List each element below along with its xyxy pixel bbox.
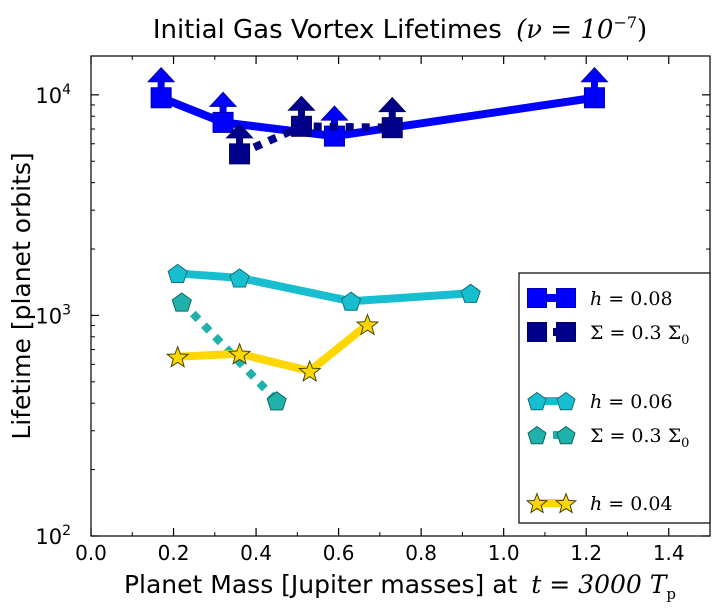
series-4 — [165, 313, 380, 383]
y-axis-label: Lifetime [planet orbits] — [7, 152, 36, 439]
x-tick-label: 0.4 — [240, 541, 272, 565]
data-point-marker — [297, 359, 322, 383]
data-point-marker — [212, 111, 234, 133]
x-tick-label: 1.0 — [488, 541, 520, 565]
series-line — [177, 321, 370, 375]
legend-marker — [527, 391, 547, 411]
series-2 — [167, 263, 481, 311]
chart-title: Initial Gas Vortex Lifetimes (ν = 10−7) — [153, 13, 647, 45]
data-point-marker — [171, 292, 192, 312]
lower-limit-arrow-head — [225, 123, 254, 139]
chart-title-close: ) — [637, 15, 647, 45]
data-point-marker — [290, 115, 312, 137]
data-point-marker — [229, 143, 251, 165]
lower-limit-arrow-head — [208, 91, 238, 107]
x-axis-label-math: t = 3000 T — [531, 570, 668, 599]
legend-entry-2: h = 0.06 — [527, 391, 673, 413]
lower-limit-arrow-head — [580, 67, 609, 83]
legend: h = 0.08 Σ = 0.3 Σ0 h = 0.06 Σ = 0.3 Σ0 h = … — [518, 272, 711, 524]
legend-label: h = 0.06 — [590, 391, 673, 413]
legend-entry-4: h = 0.04 — [525, 492, 673, 515]
lower-limit-arrow-head — [147, 67, 176, 83]
x-tick-label: 0.0 — [75, 541, 107, 565]
series-layer — [147, 67, 609, 411]
legend-label: Σ = 0.3 Σ0 — [590, 425, 689, 451]
x-axis-label: Planet Mass [Jupiter masses] at t = 3000… — [124, 570, 676, 603]
legend-marker — [556, 391, 576, 411]
x-tick-label: 1.4 — [653, 541, 685, 565]
data-point-marker — [165, 345, 190, 368]
data-point-marker — [229, 268, 250, 288]
legend-entry-3: Σ = 0.3 Σ0 — [527, 425, 689, 451]
chart-title-text: Initial Gas Vortex Lifetimes — [153, 15, 502, 45]
legend-marker — [527, 322, 547, 342]
lower-limit-arrow-head — [378, 96, 407, 113]
legend-marker — [556, 322, 576, 342]
x-axis-label-sub: p — [666, 585, 676, 603]
chart-title-math: (ν = 10 — [516, 15, 613, 45]
data-point-marker — [583, 87, 605, 109]
series-line — [177, 269, 471, 306]
legend-entry-1: Σ = 0.3 Σ0 — [527, 322, 689, 348]
lower-limit-arrow-head — [287, 95, 316, 111]
legend-marker — [527, 425, 547, 445]
data-point-marker — [227, 342, 252, 365]
x-tick-label: 0.8 — [405, 541, 437, 565]
data-point-marker — [167, 263, 188, 283]
y-tick-label: 103 — [35, 302, 71, 328]
legend-label: Σ = 0.3 Σ0 — [590, 322, 689, 348]
y-tick-label: 104 — [35, 82, 71, 108]
y-tick-label: 102 — [35, 523, 71, 549]
data-point-marker — [150, 87, 172, 109]
legend-entry-0: h = 0.08 — [527, 288, 673, 310]
legend-marker — [554, 492, 578, 514]
data-point-marker — [355, 313, 380, 336]
data-point-marker — [460, 283, 481, 303]
legend-marker — [527, 288, 547, 308]
axes-layer: 0.0 0.2 0.4 0.6 0.8 1.0 1.2 1.4 102 103 104 — [35, 56, 711, 565]
data-point-marker — [381, 117, 403, 139]
legend-label: h = 0.08 — [590, 288, 673, 310]
x-tick-label: 0.6 — [323, 541, 355, 565]
lower-limit-arrow-head — [320, 105, 349, 121]
series-1 — [225, 95, 407, 165]
x-tick-label: 0.2 — [158, 541, 190, 565]
data-point-marker — [340, 291, 362, 311]
series-0 — [147, 67, 609, 147]
series-line — [159, 93, 596, 141]
data-point-marker — [266, 391, 287, 411]
legend-marker — [556, 288, 576, 308]
legend-marker — [525, 492, 549, 514]
chart-title-exp: −7 — [613, 13, 637, 32]
legend-marker — [556, 425, 576, 445]
legend-label: h = 0.04 — [590, 493, 673, 515]
x-tick-label: 1.2 — [570, 541, 602, 565]
x-axis-label-text: Planet Mass [Jupiter masses] at — [124, 570, 518, 599]
